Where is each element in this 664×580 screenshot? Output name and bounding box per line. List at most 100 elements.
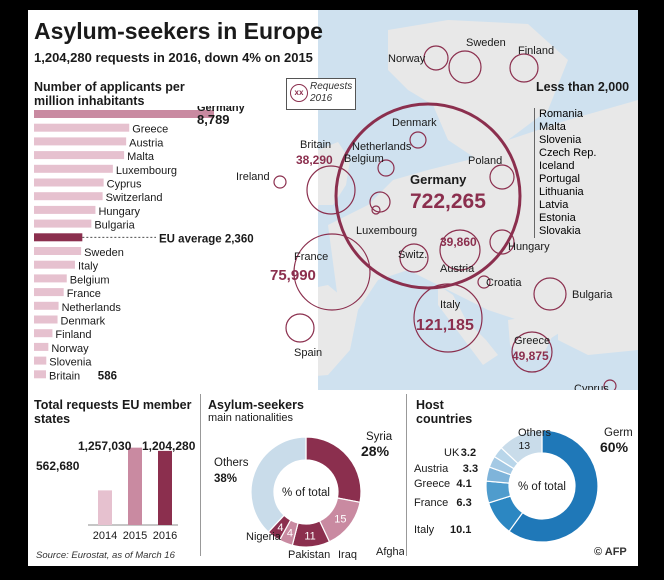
map-value-britain: 38,290 [296,153,333,167]
bar-germany [34,110,214,118]
map-circle-denmark [409,131,427,149]
nat-name-syria: Syria [366,431,393,443]
host-value-uk: 3.2 [461,447,476,459]
bar-belgium [34,274,67,283]
less-than-item-slovakia: Slovakia [539,225,581,237]
nat-name-others: Others [214,457,249,469]
map-circle-germany [334,102,522,290]
donut2-slice-others [500,429,543,465]
bar-netherlands [34,301,59,310]
nat-name-iraq: Iraq [338,549,357,560]
map-land-scandinavia [388,20,568,160]
map-land-greece [508,315,553,360]
map-circle-spain [285,313,315,343]
applicants-chart-title: Number of applicants per million inhabit… [34,80,185,108]
bar-eu-average [34,233,83,242]
map-label-spain: Spain [294,347,322,359]
legend-marker: xx [290,84,308,102]
donut1-slice-others [250,436,307,533]
map-circle-netherlands [377,159,395,177]
total-requests-title: Total requests EU member states [34,398,192,426]
map-value-austria: 39,860 [440,235,477,249]
less-than-item-romania: Romania [539,108,584,120]
host-value-italy: 10.1 [450,524,471,536]
bar-norway [34,342,49,351]
host-value-greece: 4.1 [456,478,471,490]
bar-cyprus [34,178,104,187]
map-circle-hungary [489,229,515,255]
requests-legend: xx Requests 2016 [286,78,356,110]
map-land-britain [314,142,350,205]
nat-name-afghanistan: Afghanistan [376,546,404,558]
nationalities-subtitle: main nationalities [208,412,293,424]
host-name-italy: Italy [414,524,435,536]
total-bar-2014 [98,490,112,525]
total-requests-chart: 2014 2015 2016 562,680 1,257,030 1,204,280 [36,439,196,542]
nat-value-afghanistan: 15 [334,514,346,526]
less-than-title: Less than 2,000 [536,80,630,94]
bar-label-germany: Germany [197,106,246,114]
map-label-poland: Poland [468,155,502,167]
infographic-card: Asylum-seekers in Europe 1,204,280 reque… [28,10,638,566]
bar-label-britain: Britain [49,370,80,382]
donut2-slice-germany [508,429,599,543]
map-circle-france [293,233,371,311]
map-circle-finland [509,53,539,83]
bar-label-greece: Greece [132,124,168,136]
bar-slovenia [34,356,47,365]
bar-label-malta: Malta [127,151,155,163]
bar-finland [34,329,53,338]
map-value-greece: 49,875 [512,349,549,363]
bar-label-norway: Norway [51,343,89,355]
nat-value-nigeria: 4 [277,522,283,534]
map-label-britain: Britain [300,139,331,151]
total-bar-2015 [128,447,142,525]
bar-denmark [34,315,58,324]
nat-value-pakistan: 4 [287,527,293,539]
map-land-continent [328,100,638,340]
bar-value-britain: 586 [98,370,117,382]
bar-greece [34,123,130,132]
host-value-germany: 60% [600,439,629,455]
less-than-item-iceland: Iceland [539,160,575,172]
less-than-item-lithuania: Lithuania [539,186,584,198]
host-name-others: Others [518,427,552,439]
page-title: Asylum-seekers in Europe [34,18,323,44]
bar-switzerland [34,192,103,201]
host-name-austria: Austria [414,463,449,475]
bar-label-netherlands: Netherlands [62,302,122,314]
page-subtitle: 1,204,280 requests in 2016, down 4% on 2… [34,50,313,65]
bar-value-germany: 8,789 [197,112,230,127]
bar-france [34,288,64,297]
host-countries-title: Host countries [416,398,473,426]
map-label-finland: Finland [518,45,554,57]
afp-logo: © AFP [594,546,627,558]
map-label-ireland: Ireland [236,171,270,183]
map-label-netherlands: Netherlands [352,141,412,153]
map-label-croatia: Croatia [486,277,522,289]
total-value-2016: 1,204,280 [142,439,196,453]
map-circle-austria [439,229,481,271]
nationalities-title: Asylum-seekers [208,398,304,412]
map-label-denmark: Denmark [392,117,437,129]
map-background [228,10,638,390]
map-value-italy: 121,185 [416,317,474,334]
bar-label-eu-average: EU average 2,360 [159,233,254,245]
bar-britain [34,370,47,379]
map-label-switz: Switz. [398,249,427,261]
bar-austria [34,137,127,146]
map-label-italy: Italy [440,299,461,311]
bar-hungary [34,205,96,214]
legend-label: Requests 2016 [310,81,353,104]
bar-sweden [34,247,82,255]
host-name-germany: Germany [604,427,632,439]
map-label-hungary: Hungary [508,241,550,253]
bar-label-finland: Finland [55,329,91,341]
bar-label-italy: Italy [78,261,99,273]
map-label-belgium: Belgium [344,153,384,165]
bar-label-bulgaria: Bulgaria [94,220,135,232]
map-circle-switz [399,243,429,273]
